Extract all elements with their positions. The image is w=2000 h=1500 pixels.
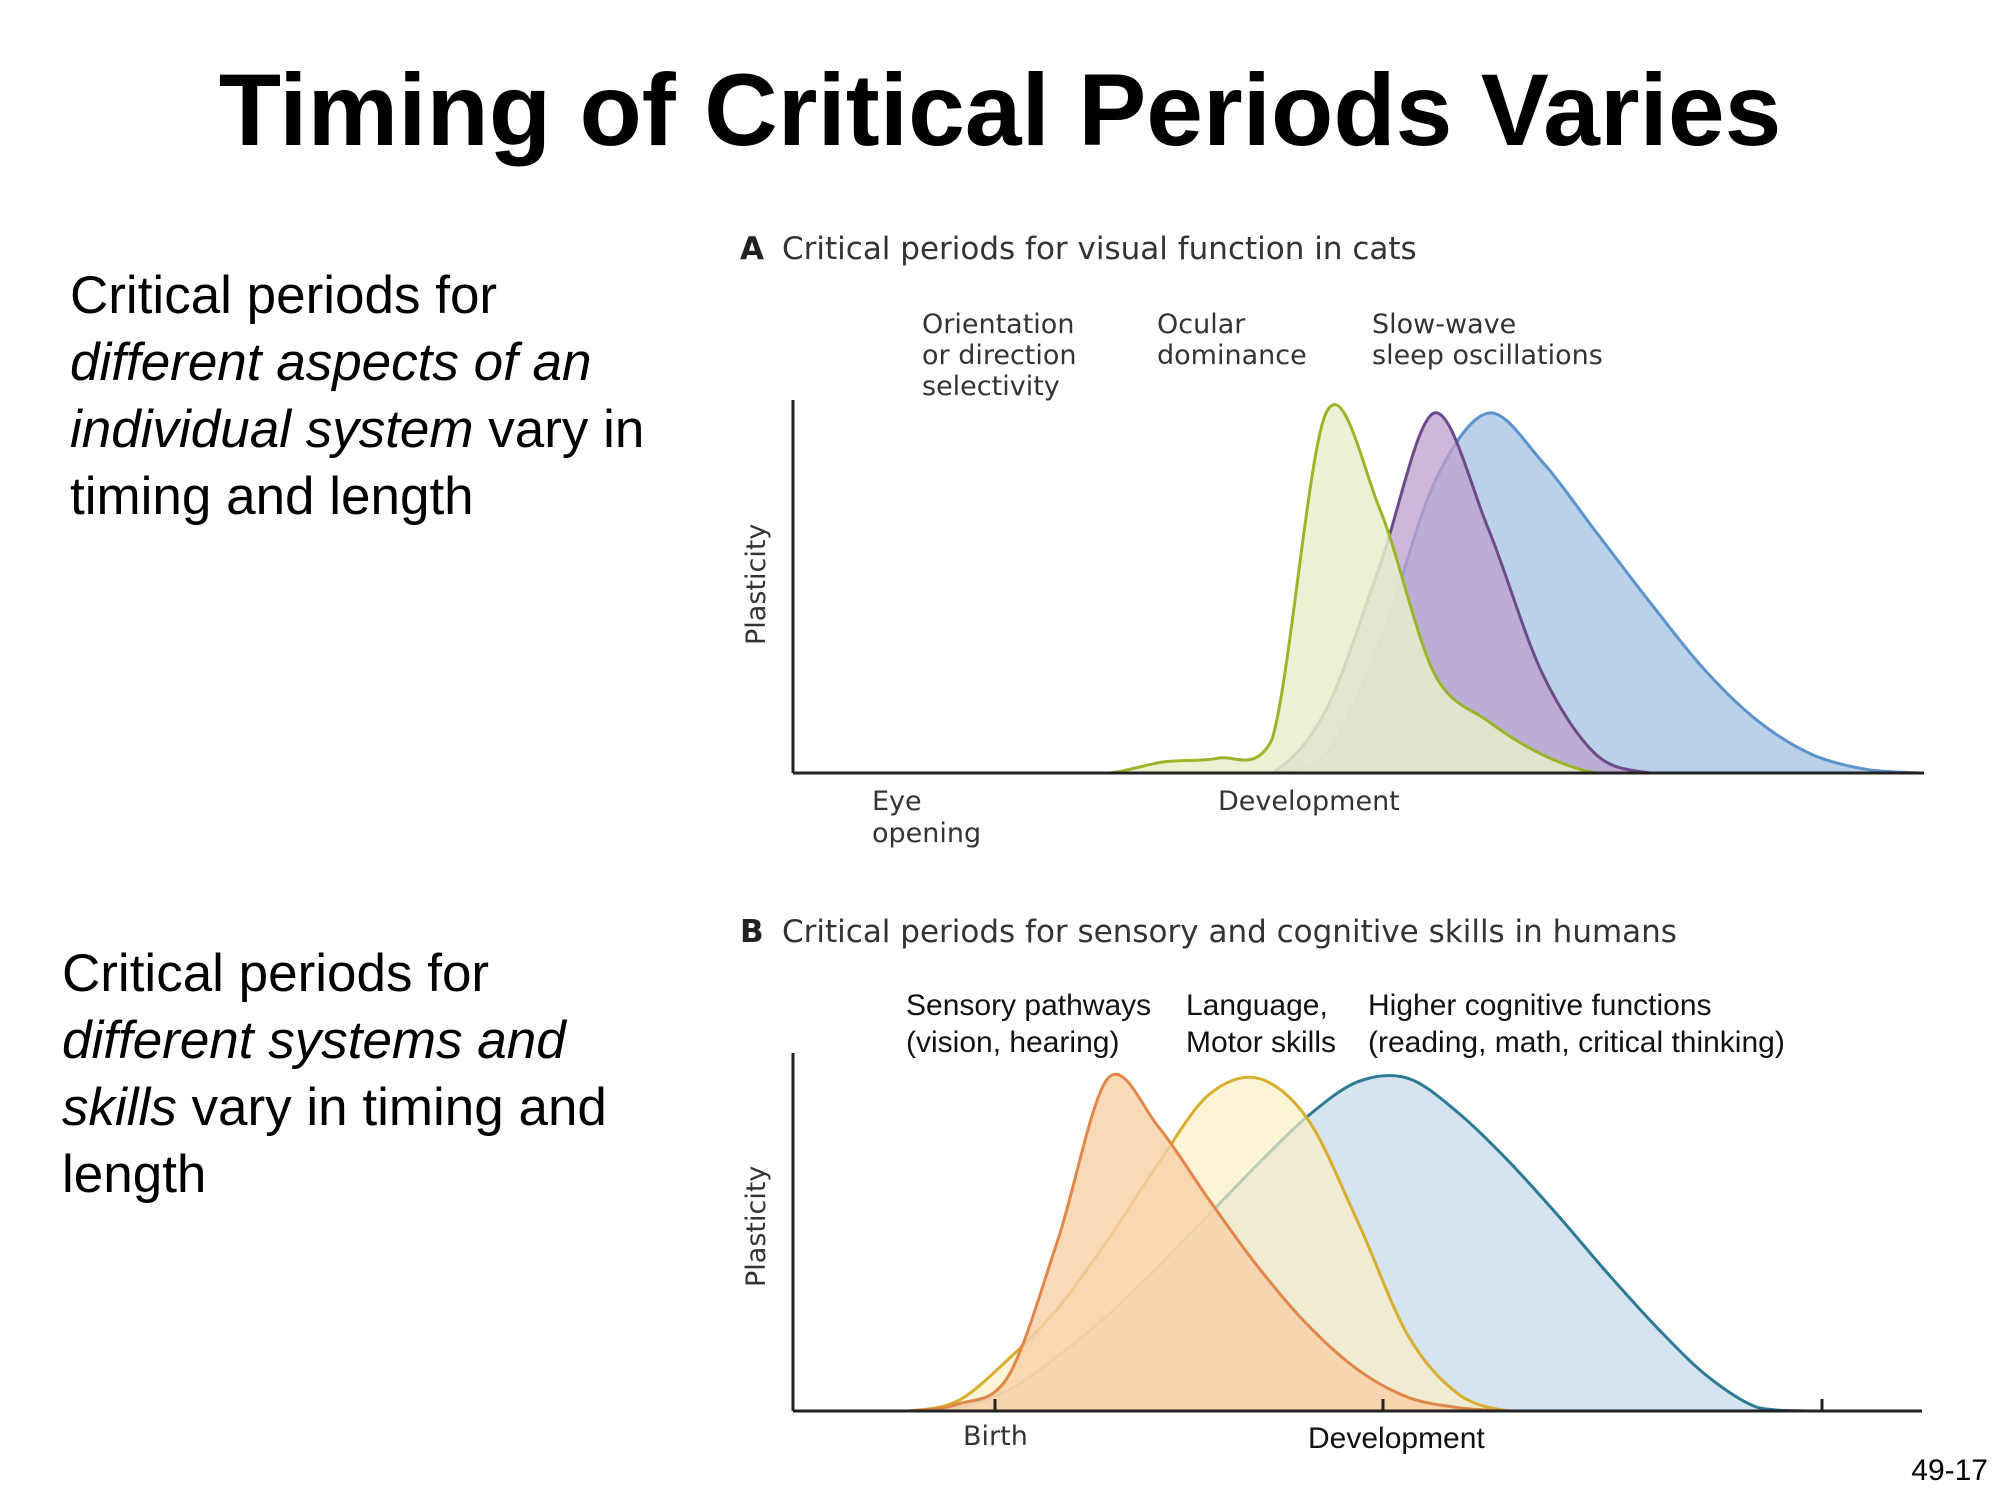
chart-a-label-ocular-dominance: Ocular dominance (1157, 309, 1307, 371)
chart-b-label-language-motor: Language, Motor skills (1186, 989, 1336, 1059)
bullet-a-text-1: Critical periods for (70, 266, 498, 325)
chart-b-title: Critical periods for sensory and cogniti… (782, 914, 1677, 950)
bullet-b-text-1: Critical periods for (62, 944, 490, 1003)
bullet-a-text-2: vary in timing and length (70, 400, 645, 526)
bullet-different-systems: Critical periods for different systems a… (62, 940, 662, 1208)
chart-a-x-label: Development (1218, 786, 1400, 817)
bullet-b-emphasis: different systems and skills (62, 1011, 566, 1137)
chart-a-area-green (840, 403, 1920, 775)
chart-a-label-slow-wave: Slow-wave sleep oscillations (1372, 309, 1603, 371)
chart-a-title: Critical periods for visual function in … (782, 231, 1417, 267)
bullet-aspects-of-system: Critical periods for different aspects o… (70, 262, 670, 530)
chart-a-fill-orientation (840, 404, 1920, 773)
chart-b-mark-birth: Birth (963, 1421, 1028, 1452)
chart-a-label-orientation: Orientation or direction selectivity (922, 309, 1077, 402)
chart-a-fill-slow-wave (840, 412, 1920, 773)
bullet-b-text-2: vary in timing and length (62, 1078, 607, 1204)
bullet-a-emphasis: different aspects of an individual syste… (70, 333, 592, 459)
chart-a-y-label: Plasticity (741, 524, 772, 645)
chart-b-letter: B (740, 914, 764, 950)
slide-title: Timing of Critical Periods Varies (218, 53, 1782, 167)
chart-b: B Critical periods for sensory and cogni… (740, 914, 1922, 1455)
chart-b-x-label: Development (1308, 1422, 1485, 1455)
chart-a-letter: A (740, 231, 764, 267)
chart-b-label-higher-cognitive: Higher cognitive functions (reading, math… (1368, 989, 1785, 1059)
chart-a: A Critical periods for visual function i… (740, 231, 1924, 849)
chart-a-mark-eye-opening: Eye opening (872, 786, 981, 849)
slide-number: 49-17 (1911, 1454, 1988, 1487)
chart-b-fill-sensory (858, 1074, 1858, 1411)
chart-b-label-sensory: Sensory pathways (vision, hearing) (906, 989, 1151, 1059)
chart-b-y-label: Plasticity (741, 1166, 772, 1287)
